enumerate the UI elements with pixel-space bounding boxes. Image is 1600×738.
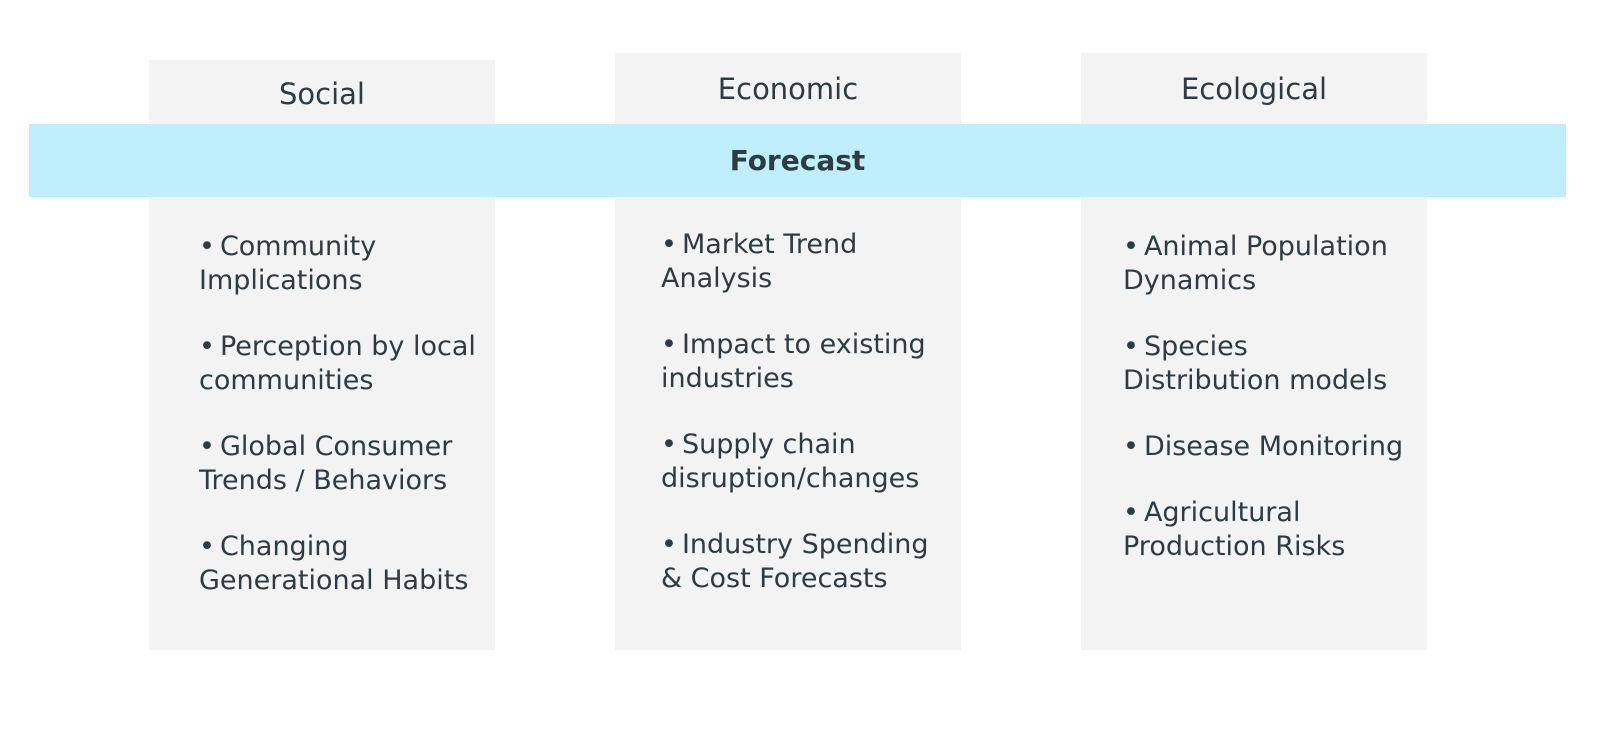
list-item: Community Implications xyxy=(199,230,489,298)
forecast-label: Forecast xyxy=(729,144,866,177)
list-item: Industry Spending & Cost Forecasts xyxy=(661,528,951,596)
list-item: Global Consumer Trends / Behaviors xyxy=(199,430,489,498)
column-items-economic: Market Trend Analysis Impact to existing… xyxy=(661,228,951,628)
list-item: Disease Monitoring xyxy=(1123,430,1413,464)
column-items-social: Community Implications Perception by loc… xyxy=(199,230,489,630)
list-item: Market Trend Analysis xyxy=(661,228,951,296)
list-item: Impact to existing industries xyxy=(661,328,951,396)
column-title-economic: Economic xyxy=(717,72,859,106)
list-item: Animal Population Dynamics xyxy=(1123,230,1413,298)
forecast-band: Forecast xyxy=(29,124,1566,197)
list-item: Species Distribution models xyxy=(1123,330,1413,398)
list-item: Perception by local communities xyxy=(199,330,489,398)
column-title-social: Social xyxy=(279,77,365,111)
column-title-ecological: Ecological xyxy=(1180,72,1328,106)
list-item: Changing Generational Habits xyxy=(199,530,489,598)
list-item: Agricultural Production Risks xyxy=(1123,496,1413,564)
column-items-ecological: Animal Population Dynamics Species Distr… xyxy=(1123,230,1413,596)
list-item: Supply chain disruption/changes xyxy=(661,428,951,496)
